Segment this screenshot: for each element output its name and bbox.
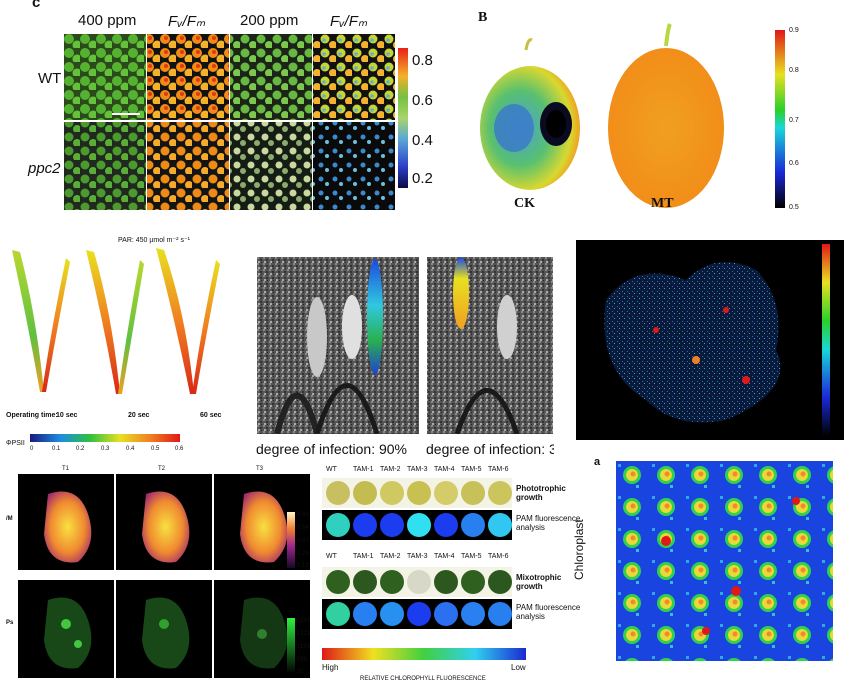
tam-strain-label: TAM-1 — [353, 466, 374, 473]
infection-caption: degree of infection: 30% — [426, 441, 554, 457]
t-images — [18, 474, 310, 678]
tam-strain-label: TAM-3 — [407, 553, 428, 560]
t-colorbar-top — [287, 512, 295, 568]
tam-row-phototrophic — [322, 478, 512, 508]
tam-scale-title: RELATIVE CHLOROPHYLL FLUORESCENCE — [360, 676, 486, 682]
tam-label-pam-2: PAM fluorescence analysis — [516, 603, 581, 621]
panel-c-tick: 0.8 — [412, 52, 433, 69]
t-tick: 31 — [297, 669, 304, 675]
tam-label-pam-1: PAM fluorescence analysis — [516, 514, 581, 532]
tam-label-phototrophic: Phototrophic growth — [516, 484, 566, 502]
t-colorbar-bottom — [287, 618, 295, 674]
tam-strain-label: WT — [326, 466, 337, 473]
t-tick: 2287 — [297, 618, 311, 624]
tam-strain-label: TAM-2 — [380, 466, 401, 473]
wheat-time: 60 sec — [200, 412, 222, 419]
panel-c-colorbar — [398, 48, 408, 188]
tam-row-pam-2 — [322, 599, 512, 629]
panel-c-tick: 0.2 — [412, 170, 433, 187]
wheat-tick: 0.3 — [101, 446, 110, 452]
tam-scale-low: Low — [511, 663, 526, 672]
t-tick: 0.64 — [297, 525, 309, 531]
wheat-tick: 0.2 — [76, 446, 85, 452]
panel-b-tick: 0.6 — [789, 160, 799, 167]
wheat-tick: 0 — [30, 446, 34, 452]
t-tick: 0.29 — [297, 551, 309, 557]
infection-caption: degree of infection: 90% — [256, 441, 407, 457]
t-tick: 595 — [297, 657, 308, 663]
wheat-tick: 0.1 — [52, 446, 61, 452]
tam-strain-label: TAM-4 — [434, 553, 455, 560]
panel-b-label-mt: MT — [651, 196, 674, 211]
t-row-label: Ps — [6, 620, 14, 626]
panel-b-tick: 0.9 — [789, 27, 799, 34]
col-label-400ppm: 400 ppm — [78, 12, 137, 29]
tam-header-row: WT TAM-1 TAM-2 TAM-3 TAM-4 TAM-5 TAM-6 — [322, 553, 514, 565]
tam-strain-label: TAM-6 — [488, 466, 509, 473]
tam-strain-label: TAM-1 — [353, 553, 374, 560]
wheat-time: 20 sec — [128, 412, 150, 419]
panel-b-tick: 0.8 — [789, 67, 799, 74]
t-label: T2 — [158, 466, 166, 472]
col-label-fvfm-2: Fᵥ/Fₘ — [330, 13, 368, 30]
t-tick: 0.47 — [297, 538, 309, 544]
wheat-tick: 0.5 — [151, 446, 160, 452]
row-label-wt: WT — [38, 70, 62, 87]
leaf-heatmap-image — [576, 240, 844, 440]
t-row-label: /M — [6, 516, 13, 522]
tam-strain-label: TAM-4 — [434, 466, 455, 473]
col-label-200ppm: 200 ppm — [240, 12, 299, 29]
t-tick: 1723 — [297, 631, 311, 637]
t-label: T1 — [62, 466, 70, 472]
wheat-tick: 0.6 — [175, 446, 184, 452]
t-tick: 0.12 — [297, 563, 309, 569]
panel-b-letter: B — [478, 10, 488, 25]
panel-b-tick: 0.5 — [789, 204, 799, 211]
wheat-title: PAR: 450 µmol m⁻² s⁻¹ — [118, 237, 190, 244]
row-label-ppc2: ppc2 — [28, 160, 61, 177]
tam-strain-label: TAM-5 — [461, 553, 482, 560]
panel-c-image-grid — [64, 34, 395, 210]
tam-strain-label: TAM-2 — [380, 553, 401, 560]
wheat-leaves — [12, 248, 220, 394]
t-tick: 1159 — [297, 644, 310, 650]
tam-strain-label: TAM-5 — [461, 466, 482, 473]
col-label-fvfm-1: Fᵥ/Fₘ — [168, 13, 206, 30]
panel-b-tick: 0.7 — [789, 117, 799, 124]
chloro-image — [616, 461, 833, 661]
t-label: T3 — [256, 466, 264, 472]
wheat-tick: 0.4 — [126, 446, 135, 452]
tam-label-mixotrophic: Mixotrophic growth — [516, 573, 562, 591]
panel-c-tick: 0.6 — [412, 92, 433, 109]
panel-chloro-letter: a — [594, 456, 601, 468]
panel-b-label-ck: CK — [514, 196, 535, 211]
tam-scale-high: High — [322, 663, 339, 672]
panel-b-fruits — [480, 23, 785, 208]
panel-c-tick: 0.4 — [412, 132, 433, 149]
chloro-ylabel: Chloroplast — [572, 519, 586, 580]
tam-header-row: WT TAM-1 TAM-2 TAM-3 TAM-4 TAM-5 TAM-6 — [322, 466, 514, 478]
tam-row-pam-1 — [322, 510, 512, 540]
tam-row-mixotrophic — [322, 567, 512, 597]
panel-c-letter: c — [32, 0, 41, 11]
tam-strain-label: WT — [326, 553, 337, 560]
tam-scale-bar — [322, 648, 526, 660]
wheat-colorbar-symbol: ΦPSII — [6, 440, 25, 447]
t-tick: 0.81 — [297, 512, 309, 518]
wheat-operating-label: Operating time: — [6, 412, 58, 419]
infection-images — [257, 257, 553, 434]
tam-strain-label: TAM-3 — [407, 466, 428, 473]
wheat-colorbar — [30, 434, 180, 442]
wheat-time: 10 sec — [56, 412, 78, 419]
tam-strain-label: TAM-6 — [488, 553, 509, 560]
